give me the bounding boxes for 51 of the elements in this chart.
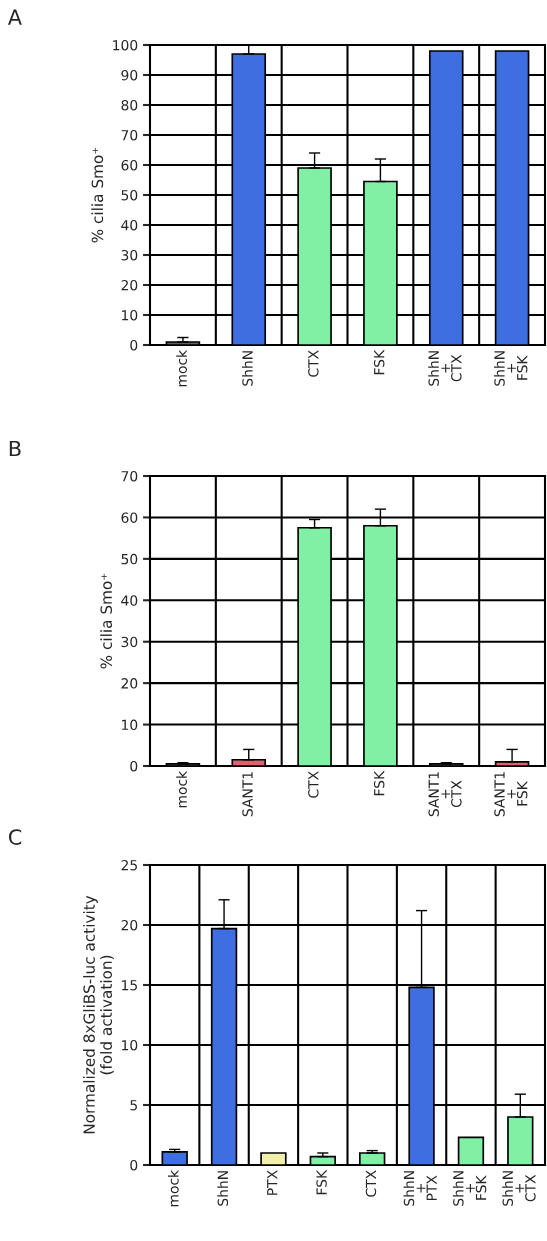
chart-title: A [7, 9, 22, 25]
y-axis-title: Normalized 8xGliBS-luc activity (fold activation) [83, 895, 114, 1134]
x-tick-label: FSK [373, 770, 385, 796]
x-tick-label: ShhN + FSK [452, 1171, 487, 1206]
x-tick-label: SANT1 [242, 772, 253, 817]
y-tick-label: 70 [121, 470, 138, 482]
y-tick-label: 40 [121, 219, 138, 231]
x-tick-label: mock [176, 349, 187, 387]
y-tick-label: 0 [130, 339, 138, 351]
y-tick-label: 10 [122, 719, 138, 731]
x-tick-label: SANT1 + CTX [428, 772, 462, 817]
x-tick-label: CTX [308, 771, 319, 798]
x-tick-label: mock [176, 770, 187, 808]
x-tick-label: FSK [316, 1169, 327, 1195]
x-tick-label: FSK [373, 349, 385, 375]
y-tick-label: 50 [121, 189, 138, 201]
y-tick-label: 10 [122, 309, 138, 321]
y-tick-label: 0 [130, 1159, 138, 1171]
x-tick-label: ShhN + FSK [494, 351, 528, 386]
y-tick-label: 10 [122, 1039, 138, 1051]
y-tick-label: 30 [121, 249, 138, 261]
y-tick-label: 20 [121, 678, 138, 689]
x-tick-label: ShhN + PTX [403, 1171, 437, 1206]
chart-title: C [8, 829, 22, 845]
x-tick-label: ShhN + CTX [428, 351, 462, 386]
x-tick-label: mock [167, 1169, 179, 1207]
y-tick-label: 70 [121, 129, 138, 141]
y-tick-label: 60 [121, 512, 138, 523]
y-tick-label: 15 [122, 980, 137, 991]
x-tick-label: CTX [365, 1170, 377, 1197]
y-axis-title: % cilia Smo⁺ [100, 573, 113, 669]
x-tick-label: ShhN [217, 1171, 229, 1206]
y-tick-label: 20 [121, 919, 138, 931]
x-tick-label: SANT1 + FSK [494, 772, 528, 817]
y-tick-label: 40 [121, 595, 138, 606]
x-tick-label: ShhN + CTX [502, 1171, 536, 1206]
y-tick-label: 60 [121, 159, 138, 171]
y-tick-label: 20 [121, 279, 138, 291]
y-tick-label: 80 [121, 99, 138, 111]
x-tick-label: PTX [267, 1170, 278, 1195]
y-tick-label: 100 [113, 39, 138, 51]
y-tick-label: 0 [130, 760, 138, 772]
x-tick-label: CTX [308, 350, 319, 377]
chart-title: B [9, 440, 21, 457]
y-tick-label: 90 [121, 69, 138, 81]
y-tick-label: 5 [130, 1100, 137, 1111]
y-tick-label: 30 [121, 636, 138, 648]
y-tick-label: 25 [121, 859, 137, 871]
y-tick-label: 50 [121, 553, 138, 565]
x-tick-label: ShhN [242, 351, 253, 386]
y-axis-title: % cilia Smo⁺ [91, 147, 104, 243]
